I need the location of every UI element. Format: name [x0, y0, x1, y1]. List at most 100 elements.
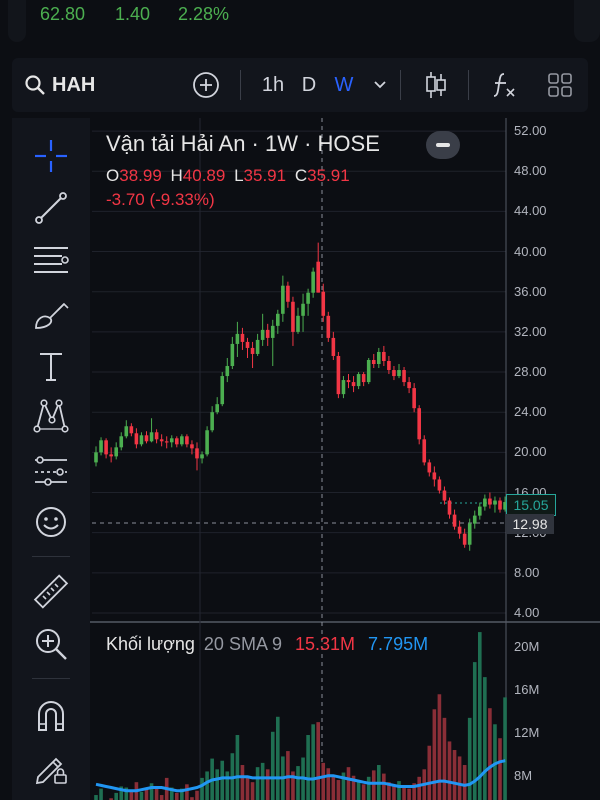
volume-bar: [225, 771, 230, 800]
volume-bar: [119, 786, 124, 800]
candle: [472, 510, 477, 529]
add-symbol-button[interactable]: [188, 58, 224, 112]
candle: [240, 327, 245, 350]
candle: [119, 432, 124, 451]
timeframe-1h[interactable]: 1h: [261, 73, 285, 96]
candle: [250, 341, 255, 369]
tool-fib[interactable]: [24, 238, 78, 282]
volume-bar: [467, 717, 472, 800]
price-grid: [92, 130, 506, 614]
candle-body: [250, 347, 255, 354]
tool-pattern[interactable]: [24, 394, 78, 438]
candle-body: [149, 432, 154, 442]
candle-body: [483, 498, 487, 507]
tool-brush[interactable]: [24, 292, 78, 336]
indicators-button[interactable]: [486, 58, 520, 112]
volume-bar: [245, 775, 250, 800]
candle-body: [114, 447, 118, 457]
tool-emoji[interactable]: [24, 500, 78, 544]
volume-bar: [351, 775, 356, 800]
low-label: L: [234, 166, 244, 185]
candle-body: [417, 408, 421, 440]
price-tick-label: 4.00: [514, 605, 540, 620]
timeframe-w[interactable]: W: [334, 73, 354, 96]
volume-bar: [392, 786, 396, 800]
volume-bar: [169, 787, 174, 800]
volume-bar: [154, 787, 159, 800]
layout-button[interactable]: [544, 58, 576, 112]
tool-prediction[interactable]: [24, 448, 78, 492]
candle-body: [311, 271, 315, 293]
candle: [457, 520, 462, 539]
prediction-icon: [35, 456, 67, 486]
tool-zoom[interactable]: [24, 622, 78, 666]
candle-body: [316, 261, 320, 293]
chart-type-button[interactable]: [420, 58, 452, 112]
volume-label: Khối lượng: [106, 634, 195, 654]
candle: [417, 405, 421, 445]
candle-body: [200, 454, 204, 459]
price-tick-label: 44.00: [514, 203, 547, 219]
candle-body: [169, 438, 174, 443]
candle: [437, 476, 442, 494]
price-tick-label: 52.00: [514, 123, 547, 139]
chart-title[interactable]: Vận tải Hải An · 1W · HOSE: [106, 131, 380, 156]
tool-lock-drawings[interactable]: [24, 746, 78, 790]
candle-body: [210, 412, 214, 431]
tool-trend-line[interactable]: [24, 186, 78, 230]
indicators-icon: [493, 73, 515, 97]
symbol-search[interactable]: HAH: [24, 58, 95, 112]
candle-body: [321, 291, 326, 316]
collapse-legend-button[interactable]: [426, 131, 460, 159]
candle: [144, 431, 149, 444]
volume-bar: [109, 798, 113, 800]
candle-body: [336, 355, 341, 395]
candle-body: [422, 439, 427, 463]
price-tick-label: 32.00: [514, 323, 547, 339]
candle-body: [144, 435, 149, 442]
tool-ruler[interactable]: [24, 570, 78, 614]
timeframe-d[interactable]: D: [301, 73, 317, 96]
volume-bar: [371, 770, 376, 800]
candle: [371, 353, 376, 369]
candle-body: [185, 436, 189, 445]
candle-body: [159, 439, 164, 442]
crosshair-icon: [35, 140, 67, 172]
candle-body: [493, 500, 497, 505]
volume-bar: [331, 776, 336, 800]
price-tick-label: 28.00: [514, 364, 547, 380]
low-value: 35.91: [243, 166, 287, 185]
volume-tick-label: 8M: [514, 767, 533, 783]
volume-bar: [235, 735, 240, 800]
candle: [296, 307, 300, 334]
candle-body: [94, 452, 98, 463]
candle: [361, 372, 366, 387]
candle-body: [240, 333, 245, 342]
candle: [195, 442, 199, 471]
price-change-pct: 2.28%: [178, 4, 230, 24]
volume-bar: [382, 773, 386, 800]
candle-body: [175, 438, 179, 445]
tool-crosshair[interactable]: [24, 134, 78, 178]
tool-magnet[interactable]: [24, 694, 78, 738]
candle-body: [104, 440, 108, 455]
candle: [134, 428, 139, 449]
drawing-toolbar: [12, 118, 90, 800]
candle-body: [407, 382, 411, 389]
candle-body: [457, 526, 462, 534]
tool-text[interactable]: [24, 344, 78, 388]
candle-body: [432, 472, 437, 480]
volume-bar: [397, 781, 401, 800]
volume-bar: [144, 788, 149, 800]
candle: [255, 333, 260, 356]
timeframe-menu[interactable]: [368, 58, 392, 112]
ruler-icon: [33, 574, 69, 609]
candle-body: [341, 380, 346, 395]
volume-bar: [129, 790, 134, 800]
search-icon: [25, 75, 45, 95]
volume-legend[interactable]: Khối lượng 20 SMA 9 15.31M 7.795M: [106, 634, 428, 655]
volume-bar: [265, 769, 270, 800]
volume-bar: [175, 792, 179, 800]
toolbar-divider: [400, 70, 401, 100]
